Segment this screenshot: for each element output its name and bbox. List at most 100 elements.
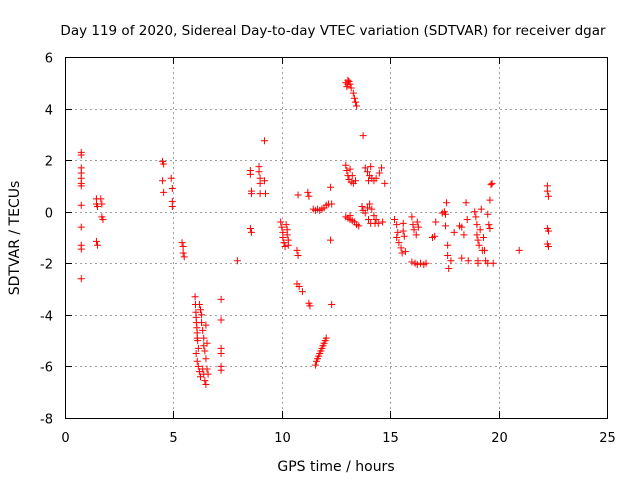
tick-labels: 0 5 10 15 20 25 -8 -6 -4 -2 0 2 4 6	[40, 52, 616, 447]
data-point	[178, 239, 186, 247]
x-tick-label: 25	[599, 431, 616, 446]
data-point	[346, 212, 354, 220]
data-point	[194, 362, 202, 370]
data-point	[399, 227, 407, 235]
data-point	[393, 234, 401, 241]
data-point	[347, 84, 355, 92]
data-point	[544, 243, 552, 251]
data-point	[361, 164, 369, 172]
y-tick-label: -6	[40, 361, 53, 376]
y-tick-label: -2	[40, 258, 53, 273]
data-point	[159, 177, 167, 185]
data-point	[413, 218, 421, 226]
data-point	[472, 213, 480, 221]
data-point	[431, 232, 439, 240]
data-point	[98, 200, 106, 208]
data-point	[445, 264, 453, 272]
data-point	[260, 137, 268, 145]
data-point	[293, 246, 301, 254]
data-point	[450, 228, 458, 236]
data-point	[543, 187, 551, 195]
data-point	[200, 334, 208, 342]
data-point	[352, 98, 360, 106]
data-point	[381, 179, 389, 187]
data-point	[460, 231, 468, 239]
data-point	[247, 190, 255, 198]
data-point	[278, 223, 286, 231]
data-point	[409, 221, 417, 229]
data-point	[401, 248, 409, 256]
data-point	[464, 257, 472, 265]
data-point	[99, 215, 107, 223]
data-point	[353, 102, 361, 110]
data-point	[179, 249, 187, 257]
data-point	[462, 199, 470, 207]
data-point	[391, 215, 399, 223]
data-point	[256, 179, 264, 187]
data-point	[444, 241, 452, 249]
data-point	[372, 174, 380, 182]
data-point	[473, 231, 481, 239]
data-point	[167, 174, 175, 182]
data-point	[280, 239, 288, 247]
data-point	[77, 275, 85, 283]
data-point	[283, 231, 291, 239]
data-point	[488, 179, 496, 187]
data-point	[342, 161, 350, 169]
data-point	[160, 188, 168, 196]
data-point	[343, 166, 351, 174]
data-point	[477, 205, 485, 213]
x-tick-label: 5	[169, 431, 177, 446]
data-point	[304, 188, 312, 196]
data-point	[217, 366, 225, 374]
data-point	[399, 219, 407, 227]
data-point	[485, 221, 493, 229]
data-point	[368, 205, 376, 213]
data-point	[484, 210, 492, 218]
data-point	[168, 185, 176, 193]
data-point	[295, 282, 303, 290]
data-point	[463, 215, 471, 223]
data-point	[198, 319, 206, 327]
data-point	[355, 222, 363, 230]
data-point	[294, 191, 302, 199]
data-point	[458, 223, 466, 231]
data-point	[322, 334, 330, 342]
y-tick-label: 0	[45, 207, 53, 222]
data-point	[378, 164, 386, 172]
data-point	[327, 236, 335, 244]
data-point	[346, 165, 354, 173]
y-tick-label: 6	[45, 52, 53, 67]
data-point	[192, 350, 200, 358]
data-point	[414, 223, 422, 231]
data-point	[408, 213, 416, 221]
data-point	[180, 253, 188, 261]
data-point	[247, 228, 255, 236]
data-point	[160, 160, 168, 168]
data-point	[352, 177, 360, 185]
data-point	[344, 80, 352, 88]
data-point	[199, 326, 207, 334]
x-tick-label: 15	[382, 431, 399, 446]
data-point	[441, 210, 449, 218]
data-point	[92, 237, 100, 245]
data-point	[348, 172, 356, 180]
x-axis-label: GPS time / hours	[277, 459, 394, 475]
data-point	[201, 377, 209, 385]
data-point	[311, 361, 319, 369]
plot-frame	[65, 57, 608, 419]
data-point	[277, 218, 285, 226]
data-point	[246, 224, 254, 232]
data-point	[217, 295, 225, 303]
data-point	[97, 195, 105, 203]
data-point	[413, 261, 421, 269]
data-point	[202, 321, 210, 329]
data-point	[246, 170, 254, 178]
data-point	[544, 192, 552, 200]
data-point	[203, 339, 211, 347]
data-point	[202, 380, 210, 388]
data-point	[202, 355, 210, 363]
x-tick-label: 20	[491, 431, 508, 446]
data-point	[358, 203, 366, 211]
data-point	[443, 199, 451, 207]
